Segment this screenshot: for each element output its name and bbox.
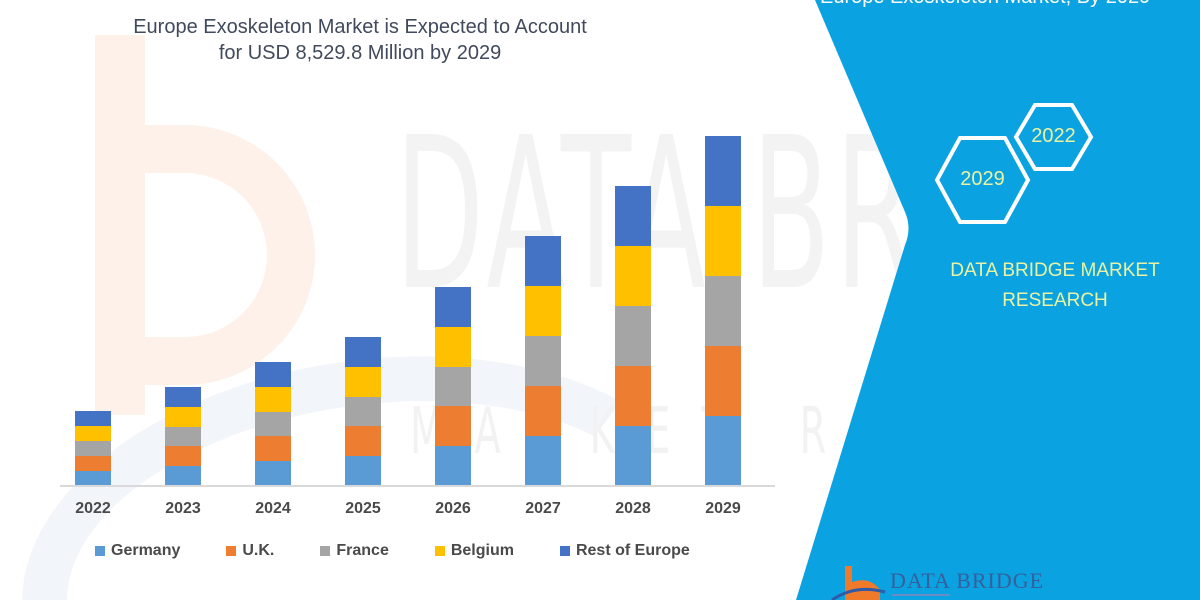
bar-segment-belgium bbox=[435, 326, 471, 367]
bar-segment-france bbox=[345, 396, 381, 427]
bar-segment-rest-of-europe bbox=[615, 186, 651, 247]
bar-segment-u-k- bbox=[615, 366, 651, 427]
legend-swatch-icon bbox=[226, 546, 237, 556]
legend-label: Germany bbox=[111, 542, 181, 559]
bar-segment-germany bbox=[705, 416, 741, 486]
brand-name: DATA BRIDGE MARKET RESEARCH bbox=[910, 256, 1200, 316]
bar-segment-u-k- bbox=[705, 346, 741, 416]
chart-legend: Germany U.K. France Belgium Rest of Europe bbox=[95, 540, 736, 562]
brand-line2: RESEARCH bbox=[1002, 290, 1108, 311]
legend-item: Belgium bbox=[434, 542, 514, 560]
bar-segment-germany bbox=[165, 466, 201, 486]
bar-segment-belgium bbox=[525, 285, 561, 336]
legend-swatch-icon bbox=[434, 546, 445, 556]
x-tick-label: 2022 bbox=[75, 500, 111, 517]
legend-item: Germany bbox=[95, 542, 180, 560]
bar-segment-u-k- bbox=[525, 385, 561, 436]
hex-label-2022: 2022 bbox=[1031, 125, 1076, 147]
bar-segment-belgium bbox=[615, 246, 651, 307]
chart-title-line2: for USD 8,529.8 Million by 2029 bbox=[218, 42, 502, 64]
bar-2027 bbox=[525, 235, 561, 486]
bar-segment-belgium bbox=[165, 406, 201, 427]
chart-title: Europe Exoskeleton Market is Expected to… bbox=[100, 14, 620, 66]
bar-segment-france bbox=[435, 366, 471, 407]
bar-2022 bbox=[75, 410, 111, 486]
x-tick-label: 2024 bbox=[255, 500, 291, 517]
legend-label: France bbox=[336, 542, 389, 559]
legend-label: U.K. bbox=[242, 542, 275, 559]
bar-segment-france bbox=[75, 440, 111, 456]
bar-2024 bbox=[255, 362, 291, 486]
x-tick-label: 2025 bbox=[345, 500, 381, 517]
bar-segment-rest-of-europe bbox=[525, 235, 561, 286]
logo-underline bbox=[892, 594, 950, 596]
plot-area bbox=[60, 100, 775, 486]
x-tick-label: 2027 bbox=[525, 500, 561, 517]
bar-segment-rest-of-europe bbox=[345, 337, 381, 367]
bar-segment-rest-of-europe bbox=[435, 287, 471, 327]
hexagon-2022 bbox=[1013, 103, 1094, 171]
bar-segment-u-k- bbox=[345, 426, 381, 457]
bar-2028 bbox=[615, 186, 651, 486]
chart-title-line1: Europe Exoskeleton Market is Expected to… bbox=[133, 16, 587, 38]
bar-segment-france bbox=[615, 306, 651, 367]
bar-segment-u-k- bbox=[255, 436, 291, 462]
bar-segment-rest-of-europe bbox=[165, 386, 201, 407]
hexagon-2029 bbox=[934, 136, 1031, 224]
bar-2025 bbox=[345, 337, 381, 486]
bar-segment-belgium bbox=[75, 425, 111, 441]
legend-label: Rest of Europe bbox=[575, 542, 690, 559]
bar-2026 bbox=[435, 287, 471, 486]
hex-label-2029: 2029 bbox=[960, 168, 1005, 190]
panel-top-text: Europe Exoskeleton Market, By 2029 bbox=[820, 0, 1150, 9]
bar-segment-france bbox=[255, 411, 291, 437]
bar-segment-rest-of-europe bbox=[705, 136, 741, 206]
bar-segment-belgium bbox=[255, 386, 291, 412]
legend-swatch-icon bbox=[95, 546, 105, 556]
brand-line1: DATA BRIDGE MARKET bbox=[950, 260, 1160, 281]
x-tick-label: 2028 bbox=[615, 500, 651, 517]
legend-label: Belgium bbox=[450, 542, 514, 559]
x-tick-label: 2023 bbox=[165, 500, 201, 517]
x-tick-label: 2026 bbox=[435, 500, 471, 517]
bar-segment-u-k- bbox=[165, 446, 201, 467]
bar-segment-france bbox=[705, 276, 741, 346]
bar-segment-germany bbox=[435, 446, 471, 486]
bar-segment-belgium bbox=[345, 366, 381, 397]
logo-text: DATA BRIDGE bbox=[890, 568, 1045, 593]
legend-item: U.K. bbox=[226, 542, 274, 560]
legend-item: Rest of Europe bbox=[559, 542, 690, 560]
bar-segment-germany bbox=[615, 426, 651, 486]
x-axis-line bbox=[60, 485, 775, 487]
legend-swatch-icon bbox=[559, 546, 570, 556]
x-axis-labels: 2022 2023 2024 2025 2026 2027 2028 2029 bbox=[48, 500, 768, 524]
legend-swatch-icon bbox=[320, 546, 331, 556]
bar-2023 bbox=[165, 386, 201, 486]
bar-segment-france bbox=[525, 335, 561, 386]
bar-segment-germany bbox=[345, 456, 381, 486]
bar-segment-germany bbox=[525, 435, 561, 486]
bar-segment-u-k- bbox=[75, 455, 111, 471]
bar-segment-germany bbox=[255, 461, 291, 486]
bar-2029 bbox=[705, 136, 741, 486]
bar-segment-rest-of-europe bbox=[255, 362, 291, 387]
legend-item: France bbox=[320, 542, 389, 560]
x-tick-label: 2029 bbox=[705, 500, 741, 517]
bar-segment-belgium bbox=[705, 206, 741, 276]
bar-segment-u-k- bbox=[435, 406, 471, 447]
bar-segment-rest-of-europe bbox=[75, 410, 111, 426]
bar-segment-germany bbox=[75, 470, 111, 486]
bar-segment-france bbox=[165, 426, 201, 447]
